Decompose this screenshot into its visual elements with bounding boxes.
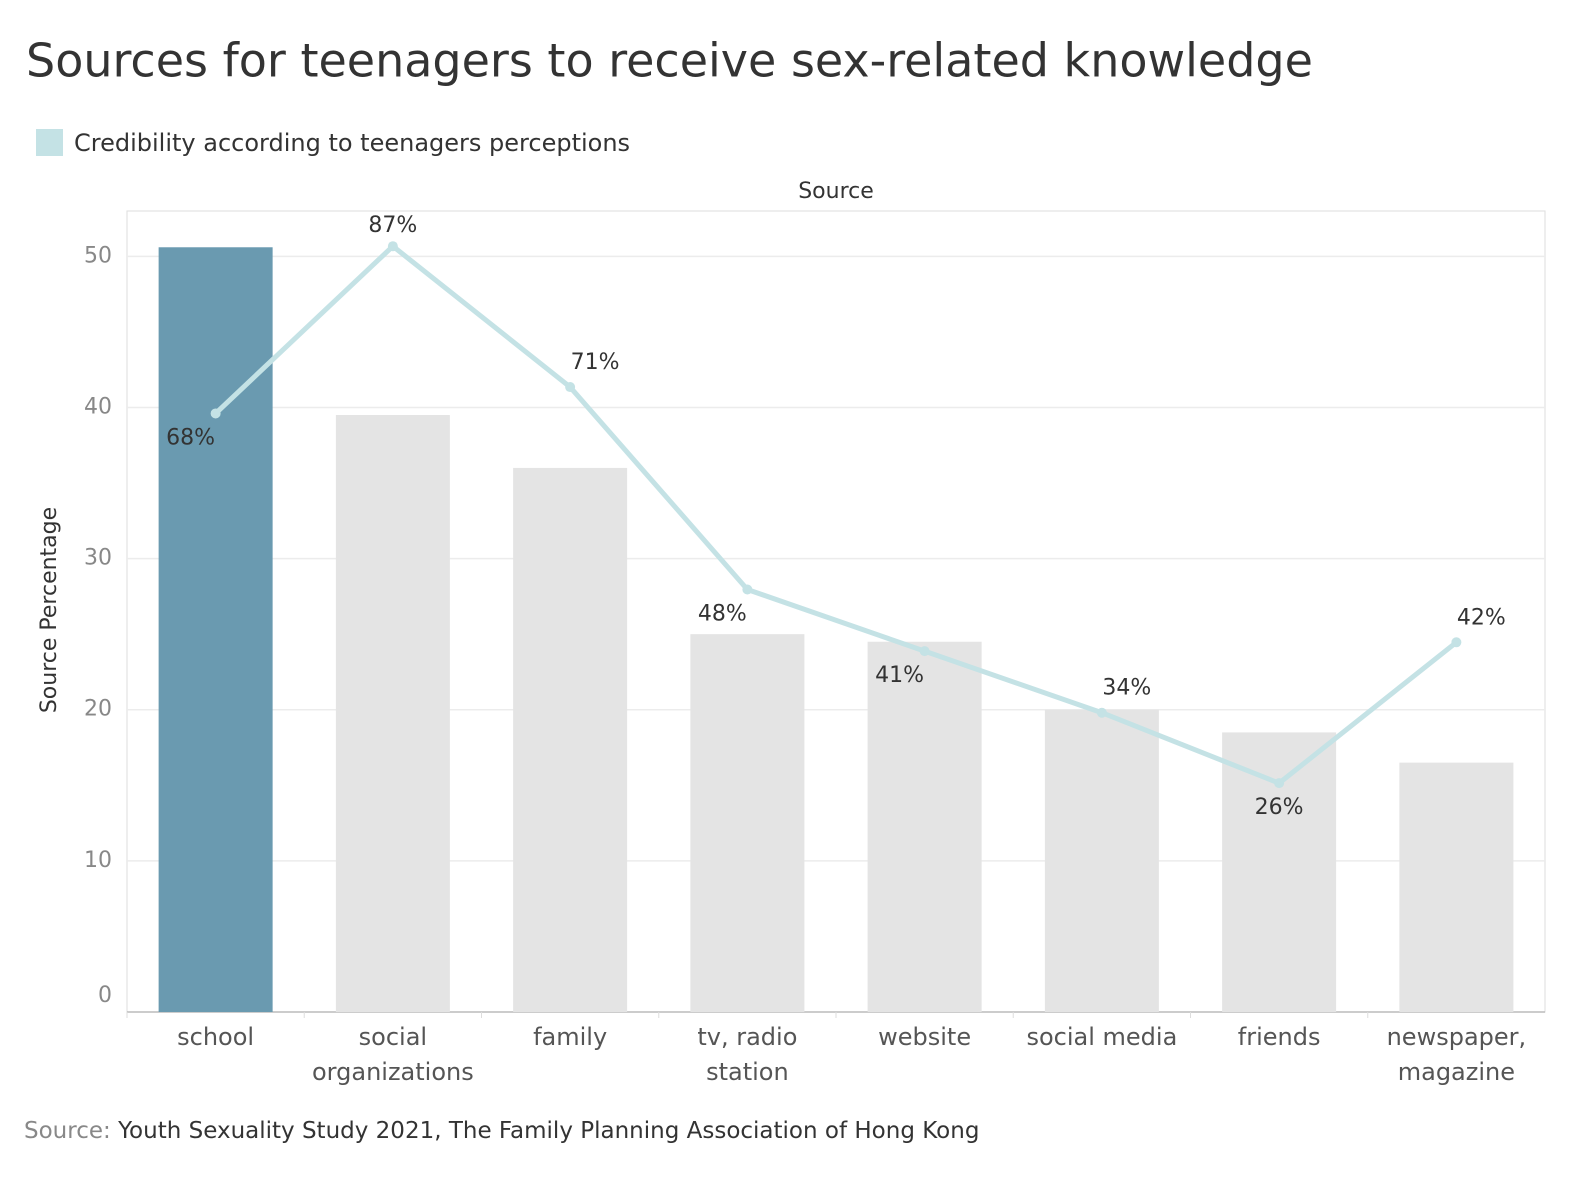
x-tick-label: newspaper, magazine — [1386, 1023, 1527, 1086]
source-label: Source: — [24, 1118, 111, 1144]
bar — [335, 415, 450, 1012]
bar — [513, 467, 628, 1012]
line — [213, 242, 1458, 787]
data-label: 26% — [1255, 795, 1304, 820]
x-tick-label: friends — [1237, 1023, 1321, 1051]
x-axis-title: Source — [798, 179, 874, 204]
line-point — [1451, 637, 1462, 648]
bar — [158, 247, 273, 1012]
line-point — [1274, 778, 1285, 789]
line-point — [742, 584, 753, 595]
y-tick-label: 50 — [84, 243, 112, 268]
data-label: 87% — [368, 213, 417, 238]
bar — [690, 634, 805, 1012]
line-point — [1096, 707, 1107, 718]
line-point — [387, 241, 398, 252]
data-label: 71% — [571, 350, 620, 375]
line-point — [210, 408, 221, 419]
x-tick-label: family — [533, 1023, 608, 1051]
x-tick-label: website — [878, 1023, 972, 1051]
source-note: Source: Youth Sexuality Study 2021, The … — [24, 1118, 979, 1144]
bar — [1399, 762, 1514, 1012]
data-label: 34% — [1102, 676, 1151, 701]
y-tick-label: 30 — [84, 546, 112, 571]
y-tick-label: 0 — [98, 983, 112, 1008]
x-tick-label: social organizations — [312, 1023, 474, 1086]
x-tick-label: tv, radio station — [697, 1023, 798, 1086]
data-label: 68% — [166, 425, 215, 450]
x-tick-label: social media — [1026, 1023, 1178, 1051]
y-axis-title: Source Percentage — [37, 507, 62, 713]
y-tick-label: 20 — [84, 697, 112, 722]
data-label: 42% — [1457, 605, 1506, 630]
bar — [1222, 732, 1337, 1012]
line-point — [565, 382, 576, 393]
bar — [867, 641, 982, 1012]
bar — [1044, 709, 1159, 1012]
source-text: Youth Sexuality Study 2021, The Family P… — [118, 1118, 980, 1144]
line-point — [919, 646, 930, 657]
y-tick-label: 10 — [84, 848, 112, 873]
legend-swatch — [36, 129, 63, 156]
y-tick-label: 40 — [84, 394, 112, 419]
x-tick-label: school — [177, 1023, 255, 1051]
legend-label: Credibility according to teenagers perce… — [74, 129, 630, 157]
data-label: 41% — [875, 663, 924, 688]
chart-title: Sources for teenagers to receive sex-rel… — [26, 34, 1313, 88]
data-label: 48% — [698, 601, 747, 626]
